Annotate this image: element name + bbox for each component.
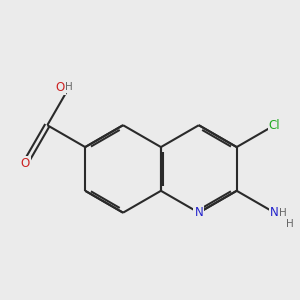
Text: H: H [279,208,286,218]
Text: H: H [286,219,294,229]
Text: H: H [65,82,73,92]
Text: N: N [270,206,279,219]
Text: N: N [194,206,203,219]
Text: Cl: Cl [269,119,280,132]
Text: O: O [21,157,30,169]
Text: O: O [56,81,65,94]
